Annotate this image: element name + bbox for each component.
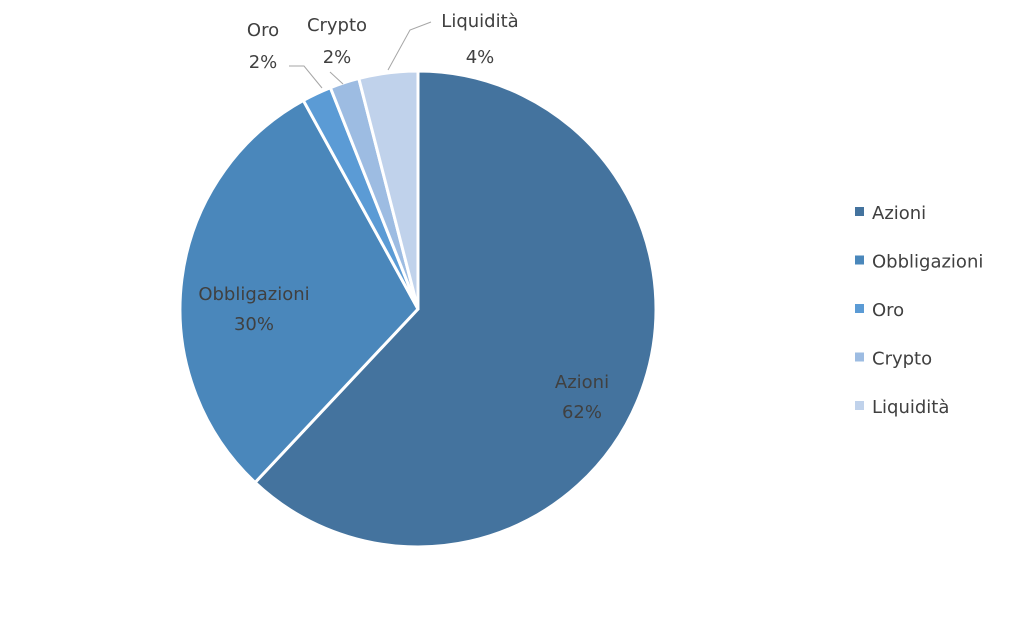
legend-swatch-liquidita-: [855, 401, 864, 410]
data-label-liquidita--name: Liquidità: [441, 11, 518, 32]
data-label-obbligazioni-value: 30%: [234, 314, 274, 335]
legend-label-crypto: Crypto: [872, 349, 932, 370]
legend-swatch-obbligazioni: [855, 255, 864, 265]
data-label-liquidita--value: 4%: [466, 47, 495, 68]
leader-line-liquidita-: [387, 21, 432, 71]
data-label-azioni-name: Azioni: [555, 372, 609, 393]
data-label-obbligazioni-name: Obbligazioni: [198, 284, 309, 305]
legend: Azioni Obbligazioni Oro Crypto Liquidità: [855, 203, 983, 418]
legend-swatch-azioni: [855, 207, 864, 216]
legend-label-azioni: Azioni: [872, 203, 926, 224]
slice-azioni: [253, 69, 658, 549]
slice-liquidita-: [357, 69, 420, 311]
legend-swatch-oro: [855, 304, 864, 313]
data-label-oro-name: Oro: [247, 20, 279, 41]
slice-obbligazioni: [178, 98, 420, 484]
data-labels: Azioni 62% Obbligazioni 30% Oro 2% Crypto 2% Liq…: [198, 11, 609, 423]
data-label-azioni-value: 62%: [562, 402, 602, 423]
legend-label-obbligazioni: Obbligazioni: [872, 252, 983, 273]
data-label-crypto-value: 2%: [323, 47, 352, 68]
legend-label-liquidita-: Liquidità: [872, 397, 949, 418]
leader-line-oro: [289, 65, 323, 89]
leader-line-crypto: [329, 71, 344, 85]
leader-lines: [289, 21, 432, 89]
legend-swatch-crypto: [855, 352, 864, 362]
pie-slices: [178, 69, 658, 549]
data-label-oro-value: 2%: [249, 52, 278, 73]
legend-label-oro: Oro: [872, 300, 904, 321]
data-label-crypto-name: Crypto: [307, 15, 367, 36]
